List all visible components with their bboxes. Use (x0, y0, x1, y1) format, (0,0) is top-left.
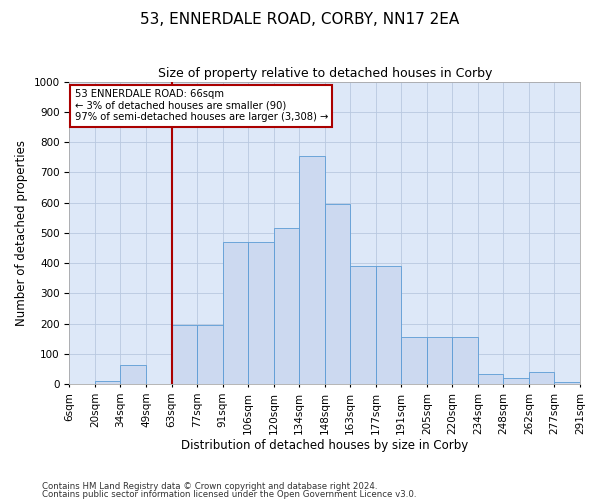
Bar (223, 242, 248, 384)
Bar (427, 338, 452, 384)
Bar (121, 364, 146, 384)
Y-axis label: Number of detached properties: Number of detached properties (15, 140, 28, 326)
Bar (248, 242, 274, 384)
X-axis label: Distribution of detached houses by size in Corby: Distribution of detached houses by size … (181, 440, 469, 452)
Bar (554, 382, 580, 384)
Bar (503, 378, 529, 384)
Text: Contains HM Land Registry data © Crown copyright and database right 2024.: Contains HM Land Registry data © Crown c… (42, 482, 377, 491)
Bar (452, 338, 478, 384)
Bar (376, 266, 401, 384)
Text: Contains public sector information licensed under the Open Government Licence v3: Contains public sector information licen… (42, 490, 416, 499)
Bar (197, 325, 223, 384)
Text: 53, ENNERDALE ROAD, CORBY, NN17 2EA: 53, ENNERDALE ROAD, CORBY, NN17 2EA (140, 12, 460, 28)
Title: Size of property relative to detached houses in Corby: Size of property relative to detached ho… (158, 68, 492, 80)
Bar (350, 266, 376, 384)
Bar (274, 228, 299, 384)
Bar (172, 325, 197, 384)
Bar (299, 156, 325, 384)
Text: 53 ENNERDALE ROAD: 66sqm
← 3% of detached houses are smaller (90)
97% of semi-de: 53 ENNERDALE ROAD: 66sqm ← 3% of detache… (74, 89, 328, 122)
Bar (325, 204, 350, 384)
Bar (478, 374, 503, 384)
Bar (95, 381, 121, 384)
Bar (401, 338, 427, 384)
Bar (529, 372, 554, 384)
